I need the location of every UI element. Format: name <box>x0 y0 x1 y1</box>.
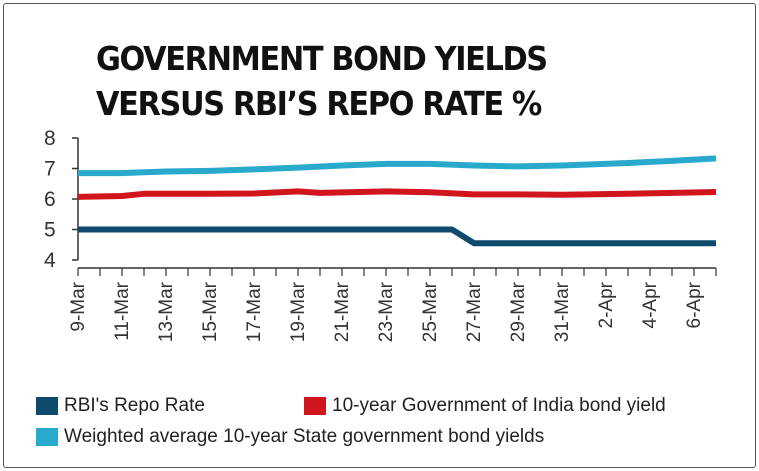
x-tick-label: 23-Mar <box>376 281 397 342</box>
x-axis: 9-Mar 11-Mar 13-Mar 15-Mar 17-Mar 19-Mar 21-Ma… <box>68 267 717 342</box>
x-tick-label: 15-Mar <box>200 281 221 342</box>
x-tick-label: 31-Mar <box>552 281 573 342</box>
x-tick-label: 17-Mar <box>244 281 265 342</box>
x-tick-label: 11-Mar <box>112 281 133 340</box>
x-tick-label: 6-Apr <box>684 281 705 328</box>
legend-swatch-state-bond-yields <box>36 428 58 446</box>
legend-item-state-bond-yields: Weighted average 10-year State governmen… <box>36 426 544 448</box>
y-tick-label: 8 <box>44 127 56 150</box>
y-tick-label: 4 <box>44 249 56 272</box>
chart-title-line-1: GOVERNMENT BOND YIELDS <box>96 39 548 78</box>
x-tick-label: 27-Mar <box>464 281 485 342</box>
legend-label-goi-bond-yield: 10-year Government of India bond yield <box>332 395 666 416</box>
series-line-1: RBI's Repo Rate <box>78 226 716 247</box>
legend-swatch-goi-bond-yield <box>304 397 326 415</box>
x-tick-label: 4-Apr <box>640 281 661 328</box>
chart-legend: RBI's Repo Rate 10-year Government of In… <box>36 392 736 462</box>
x-tick-label: 13-Mar <box>156 281 177 342</box>
y-tick-label: 6 <box>44 188 56 211</box>
chart-title-line-2: VERSUS RBI’S REPO RATE % <box>96 84 542 123</box>
x-tick-label: 19-Mar <box>288 281 309 342</box>
legend-item-goi-bond-yield: 10-year Government of India bond yield <box>304 395 666 417</box>
y-axis: 4 5 6 7 8 <box>44 127 79 272</box>
x-tick-label: 25-Mar <box>420 281 441 342</box>
x-tick-label: 9-Mar <box>68 281 89 331</box>
x-tick-label: 29-Mar <box>508 281 529 342</box>
legend-item-repo-rate: RBI's Repo Rate <box>36 395 205 417</box>
legend-label-repo-rate: RBI's Repo Rate <box>64 395 205 416</box>
x-tick-label: 21-Mar <box>332 281 353 342</box>
chart-frame: GOVERNMENT BOND YIELDS VERSUS RBI’S REPO… <box>3 3 756 468</box>
series-line-2: 10-year Government of India bond yield <box>77 188 717 200</box>
y-tick-label: 5 <box>44 219 56 242</box>
legend-label-state-bond-yields: Weighted average 10-year State governmen… <box>64 426 545 447</box>
chart-title: GOVERNMENT BOND YIELDS VERSUS RBI’S REPO… <box>96 36 548 126</box>
y-tick-label: 7 <box>44 158 56 181</box>
series-line-3: Weighted average 10-year State governmen… <box>78 155 717 177</box>
series-lines: RBI's Repo Rate 10-year Government of Ind… <box>77 155 717 247</box>
legend-swatch-repo-rate <box>36 397 58 415</box>
x-tick-label: 2-Apr <box>596 281 617 328</box>
